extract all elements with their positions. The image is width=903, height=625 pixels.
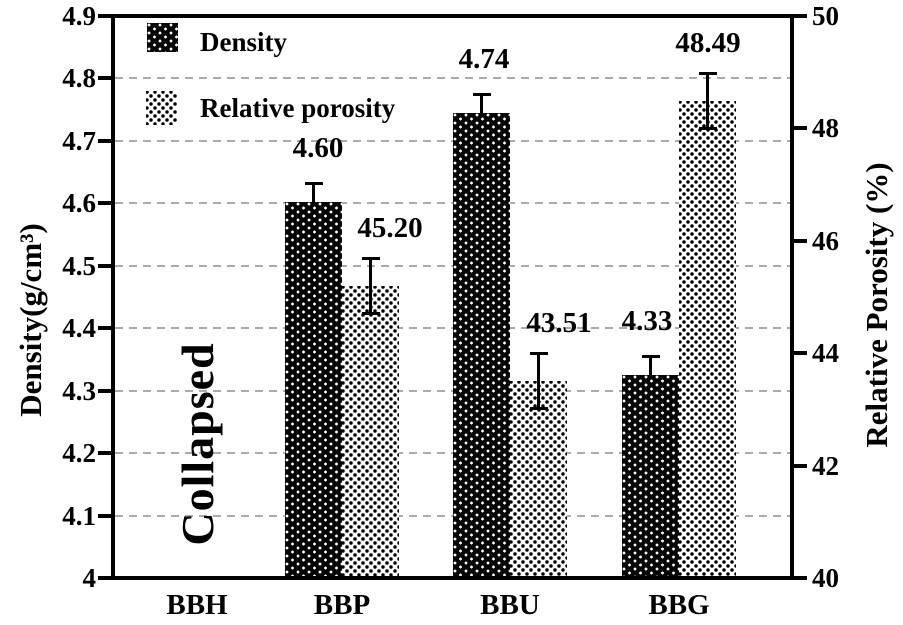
y-axis-tick-right <box>792 126 807 130</box>
x-axis-label-bbu: BBU <box>480 589 540 621</box>
legend-swatch-density-icon <box>147 23 178 52</box>
gridline <box>115 77 790 79</box>
error-bar-cap-bottom <box>530 407 548 410</box>
error-bar-porosity-bbg <box>706 73 709 129</box>
error-bar-density-bbu <box>480 94 483 113</box>
y-axis-tick-label-right: 48 <box>812 113 839 143</box>
annotation-collapsed: Collapsed <box>172 342 223 546</box>
bar-porosity-bbg <box>679 101 736 578</box>
bar-porosity-bbp <box>342 286 399 578</box>
y-axis-tick-left <box>98 326 113 330</box>
y-axis-tick-left <box>98 201 113 205</box>
value-label-porosity-bbu: 43.51 <box>526 307 592 339</box>
value-label-density-bbu: 4.74 <box>458 43 510 75</box>
gridline <box>115 452 790 454</box>
y-axis-tick-left <box>98 14 113 18</box>
error-bar-density-bbg <box>649 356 652 375</box>
error-bar-cap-top <box>305 182 323 185</box>
x-axis-label-bbp: BBP <box>313 589 371 621</box>
y-axis-tick-right <box>792 464 807 468</box>
bar-density-bbu <box>453 113 510 578</box>
error-bar-porosity-bbu <box>537 353 540 409</box>
error-bar-cap-top <box>642 355 660 358</box>
x-axis-label-bbg: BBG <box>648 589 710 621</box>
y-axis-tick-label-right: 46 <box>812 226 839 256</box>
gridline <box>115 327 790 329</box>
gridline <box>115 515 790 517</box>
y-axis-tick-label-left: 4.4 <box>62 313 96 343</box>
y-axis-tick-left <box>98 514 113 518</box>
value-label-density-bbg: 4.33 <box>621 305 673 337</box>
y-axis-title-right: Relative Porosity (%) <box>859 162 894 448</box>
y-axis-tick-left <box>98 139 113 143</box>
y-axis-tick-label-right: 44 <box>812 338 839 368</box>
y-axis-tick-right <box>792 14 807 18</box>
y-axis-title-left: Density(g/cm³) <box>13 223 48 417</box>
y-axis-tick-right <box>792 351 807 355</box>
gridline <box>115 265 790 267</box>
error-bar-cap-bottom <box>362 312 380 315</box>
y-axis-tick-left <box>98 576 113 580</box>
error-bar-cap-top <box>362 257 380 260</box>
value-label-porosity-bbg: 48.49 <box>675 27 741 59</box>
legend-swatch-porosity-icon <box>146 91 177 125</box>
y-axis-tick-label-right: 50 <box>812 1 839 31</box>
error-bar-cap-top <box>473 93 491 96</box>
x-axis-label-bbh: BBH <box>166 589 228 621</box>
y-axis-tick-label-left: 4.9 <box>62 1 96 31</box>
error-bar-density-bbp <box>312 183 315 202</box>
y-axis-tick-label-left: 4.2 <box>62 438 96 468</box>
y-axis-tick-left <box>98 264 113 268</box>
y-axis-tick-left <box>98 451 113 455</box>
error-bar-cap-top <box>530 352 548 355</box>
y-axis-tick-left <box>98 389 113 393</box>
y-axis-tick-label-right: 40 <box>812 563 839 593</box>
y-axis-tick-label-left: 4.1 <box>62 501 96 531</box>
y-axis-tick-right <box>792 576 807 580</box>
gridline <box>115 202 790 204</box>
legend-label-density: Density <box>200 27 287 57</box>
error-bar-porosity-bbp <box>369 258 372 314</box>
legend-label-porosity: Relative porosity <box>200 93 396 123</box>
y-axis-tick-label-left: 4.6 <box>62 188 96 218</box>
bar-density-bbp <box>285 202 342 578</box>
y-axis-tick-right <box>792 239 807 243</box>
y-axis-tick-label-right: 42 <box>812 451 839 481</box>
bar-density-bbg <box>622 375 679 578</box>
value-label-porosity-bbp: 45.20 <box>357 212 423 244</box>
bar-porosity-bbu <box>510 381 567 578</box>
y-axis-tick-label-left: 4.7 <box>62 126 96 156</box>
y-axis-tick-left <box>98 76 113 80</box>
gridline <box>115 140 790 142</box>
y-axis-tick-label-left: 4.5 <box>62 251 96 281</box>
error-bar-cap-bottom <box>699 127 717 130</box>
gridline <box>115 390 790 392</box>
y-axis-tick-label-left: 4 <box>82 563 97 593</box>
value-label-density-bbp: 4.60 <box>292 132 344 164</box>
error-bar-cap-top <box>699 72 717 75</box>
y-axis-tick-label-left: 4.8 <box>62 63 96 93</box>
y-axis-tick-label-left: 4.3 <box>62 376 96 406</box>
